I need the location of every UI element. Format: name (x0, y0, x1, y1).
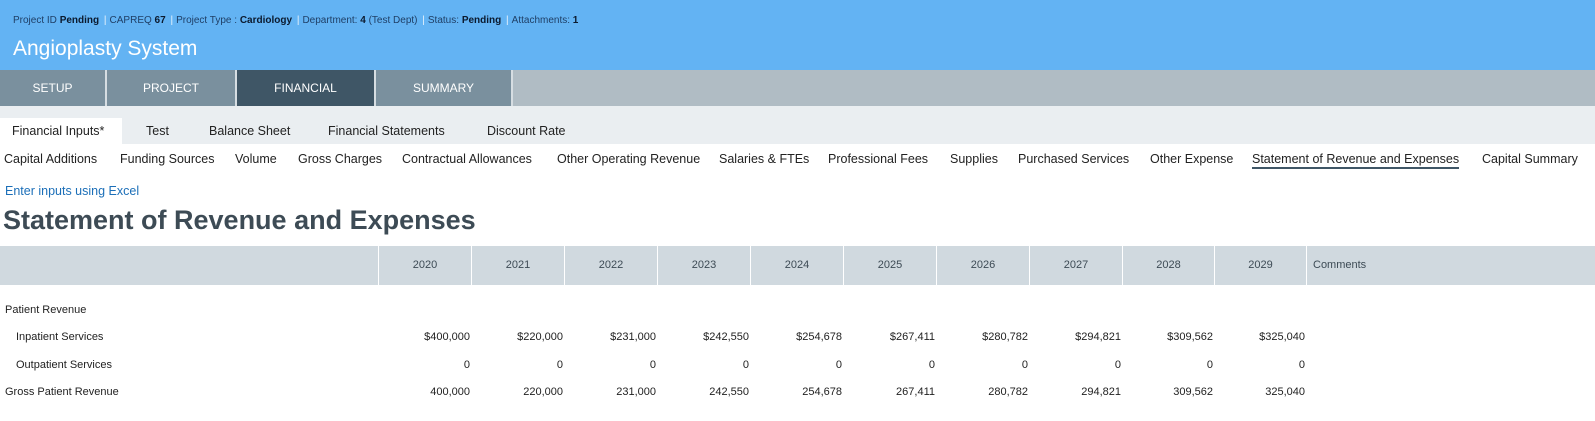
table-cell: $267,411 (889, 331, 935, 343)
table-cell: $231,000 (610, 331, 656, 343)
table-row: Gross Patient Revenue 400,000 220,000 23… (0, 381, 1595, 405)
nav-salaries-ftes[interactable]: Salaries & FTEs (719, 152, 810, 166)
nav-statement-of-revenue-and-expenses[interactable]: Statement of Revenue and Expenses (1252, 152, 1460, 169)
column-header-comments: Comments (1306, 246, 1595, 285)
table-cell: 309,562 (1173, 386, 1213, 398)
tab-setup[interactable]: SETUP (0, 70, 107, 106)
table-cell: 0 (556, 359, 563, 371)
table-cell: 231,000 (616, 386, 656, 398)
status-label: Status: (427, 15, 460, 26)
project-meta-bar: Project ID Pending | CAPREQ 67 | Project T… (13, 15, 578, 26)
department-name: (Test Dept) (368, 15, 418, 26)
table-cell: 0 (463, 359, 470, 371)
project-type-label: Project Type : (176, 15, 238, 26)
attachments-label: Attachments: (511, 15, 571, 26)
attachments-value[interactable]: 1 (572, 15, 579, 26)
nav-other-expense[interactable]: Other Expense (1150, 152, 1234, 166)
tab-project[interactable]: PROJECT (107, 70, 237, 106)
tab-financial[interactable]: FINANCIAL (237, 70, 376, 106)
page-title: Statement of Revenue and Expenses (3, 205, 476, 235)
row-label-patient-revenue: Patient Revenue (5, 304, 87, 316)
tab-summary[interactable]: SUMMARY (376, 70, 513, 106)
department-value: 4 (360, 15, 366, 26)
nav-volume[interactable]: Volume (235, 152, 277, 166)
table-cell: 0 (1206, 359, 1213, 371)
table-cell: $242,550 (703, 331, 749, 343)
row-label-gross-patient-revenue: Gross Patient Revenue (5, 386, 119, 398)
nav-contractual-allowances[interactable]: Contractual Allowances (402, 152, 532, 166)
nav-gross-charges[interactable]: Gross Charges (298, 152, 383, 166)
meta-separator: | (506, 15, 509, 26)
table-cell: $309,562 (1167, 331, 1213, 343)
column-header-2029: 2029 (1214, 246, 1306, 285)
sub-tab-bar: Financial Inputs* Test Balance Sheet Fin… (0, 106, 1595, 144)
nav-supplies[interactable]: Supplies (950, 152, 998, 166)
column-header-2022: 2022 (564, 246, 657, 285)
row-label-outpatient-services: Outpatient Services (16, 359, 112, 371)
column-header-2028: 2028 (1122, 246, 1214, 285)
table-cell: 0 (928, 359, 935, 371)
column-header-2024: 2024 (750, 246, 843, 285)
department-label: Department: (302, 15, 358, 26)
column-header-2026: 2026 (936, 246, 1029, 285)
table-cell: 220,000 (523, 386, 563, 398)
subtab-financial-statements[interactable]: Financial Statements (328, 124, 445, 138)
project-id-label: Project ID (13, 15, 57, 26)
table-cell: 254,678 (802, 386, 842, 398)
column-header-2025: 2025 (843, 246, 936, 285)
table-cell: 0 (649, 359, 656, 371)
table-cell: 400,000 (430, 386, 470, 398)
enter-inputs-excel-link[interactable]: Enter inputs using Excel (5, 184, 140, 198)
table-header: 2020 2021 2022 2023 2024 2025 2026 2027 … (0, 246, 1595, 285)
nav-purchased-services[interactable]: Purchased Services (1018, 152, 1130, 166)
table-cell: 0 (1021, 359, 1028, 371)
project-header: Project ID Pending | CAPREQ 67 | Project T… (0, 0, 1595, 70)
subtab-balance-sheet[interactable]: Balance Sheet (209, 124, 291, 138)
subtab-discount-rate[interactable]: Discount Rate (487, 124, 566, 138)
subtab-test[interactable]: Test (146, 124, 169, 138)
table-cell: 294,821 (1081, 386, 1121, 398)
project-title: Angioplasty System (13, 37, 198, 60)
row-label-inpatient-services: Inpatient Services (16, 331, 104, 343)
column-header-2023: 2023 (657, 246, 750, 285)
meta-separator: | (422, 15, 425, 26)
table-cell: 325,040 (1265, 386, 1305, 398)
nav-capital-summary[interactable]: Capital Summary (1482, 152, 1578, 166)
table-cell: $400,000 (424, 331, 470, 343)
nav-other-operating-revenue[interactable]: Other Operating Revenue (557, 152, 701, 166)
capreq-value: 67 (154, 15, 166, 26)
meta-separator: | (170, 15, 174, 26)
meta-separator: | (296, 15, 300, 26)
column-header-2021: 2021 (471, 246, 564, 285)
column-header-2020: 2020 (378, 246, 471, 285)
table-cell: $220,000 (517, 331, 563, 343)
subtab-financial-inputs[interactable]: Financial Inputs* (0, 118, 123, 144)
project-type-value: Cardiology (239, 15, 293, 26)
table-cell: $325,040 (1259, 331, 1305, 343)
table-cell: 242,550 (709, 386, 749, 398)
table-cell: 280,782 (988, 386, 1028, 398)
nav-funding-sources[interactable]: Funding Sources (120, 152, 215, 166)
table-cell: 0 (1298, 359, 1305, 371)
table-cell: 0 (1114, 359, 1121, 371)
table-cell: $280,782 (982, 331, 1028, 343)
nav-capital-additions[interactable]: Capital Additions (4, 152, 98, 166)
table-row: Inpatient Services $400,000 $220,000 $23… (0, 326, 1595, 350)
capreq-label: CAPREQ (109, 15, 152, 26)
table-row: Patient Revenue (0, 299, 1595, 323)
table-cell: $294,821 (1075, 331, 1121, 343)
column-header-2027: 2027 (1029, 246, 1122, 285)
meta-separator: | (103, 15, 107, 26)
table-row: Outpatient Services 0 0 0 0 0 0 0 0 0 0 (0, 354, 1595, 378)
table-cell: 0 (742, 359, 749, 371)
table-cell: $254,678 (796, 331, 842, 343)
table-cell: 0 (835, 359, 842, 371)
table-cell: 267,411 (896, 386, 935, 398)
project-id-value: Pending (59, 15, 100, 26)
nav-professional-fees[interactable]: Professional Fees (828, 152, 929, 166)
main-tab-bar: SETUP PROJECT FINANCIAL SUMMARY (0, 70, 1595, 106)
section-nav: Capital Additions Funding Sources Volume… (0, 144, 1595, 178)
status-value: Pending (461, 15, 502, 26)
